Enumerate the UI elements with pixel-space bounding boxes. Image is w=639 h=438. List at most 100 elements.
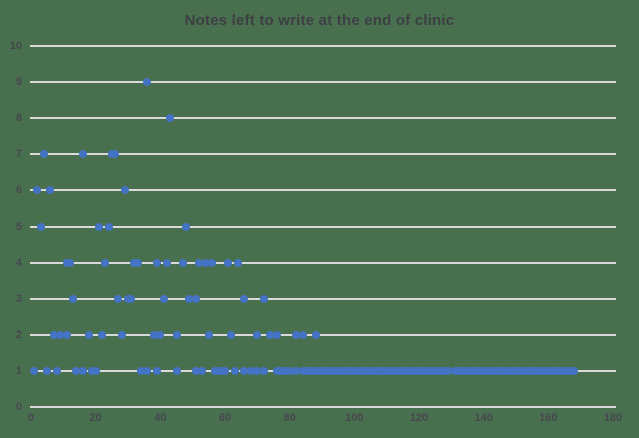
gridline [30, 297, 616, 300]
data-point [240, 294, 249, 303]
data-point [570, 366, 579, 375]
y-tick-label: 1 [15, 364, 22, 377]
data-point [56, 330, 65, 339]
x-tick-label: 0 [27, 412, 35, 424]
data-point [78, 366, 87, 375]
gridline [30, 117, 616, 120]
data-point [298, 330, 307, 339]
data-point [153, 258, 162, 267]
data-point [117, 330, 126, 339]
data-point [253, 330, 262, 339]
data-point [259, 366, 268, 375]
data-point [292, 366, 301, 375]
x-tick-label: 20 [89, 412, 102, 424]
data-point [259, 294, 268, 303]
data-point [240, 366, 249, 375]
data-point [149, 330, 158, 339]
y-tick-label: 4 [15, 256, 22, 269]
data-point [111, 150, 120, 159]
data-point [172, 366, 181, 375]
data-point [233, 258, 242, 267]
data-point [444, 366, 453, 375]
data-point [227, 330, 236, 339]
data-point [62, 330, 71, 339]
data-point [198, 366, 207, 375]
data-point [52, 366, 61, 375]
x-tick-label: 120 [409, 412, 429, 424]
data-point [127, 294, 136, 303]
data-point [72, 366, 81, 375]
x-tick-label: 40 [154, 412, 167, 424]
data-point [78, 150, 87, 159]
data-point [172, 330, 181, 339]
data-point [36, 222, 45, 231]
gridline [30, 406, 616, 408]
data-point [104, 222, 113, 231]
data-point [266, 330, 275, 339]
y-tick-label: 7 [15, 148, 22, 161]
data-point [195, 258, 204, 267]
gridline [30, 45, 616, 47]
x-tick-label: 60 [218, 412, 232, 424]
data-point [292, 330, 301, 339]
data-point [33, 186, 42, 195]
data-point [94, 222, 103, 231]
data-point [39, 150, 48, 159]
data-point [311, 330, 320, 339]
x-tick-label: 160 [539, 412, 558, 424]
data-point [253, 366, 262, 375]
data-point [204, 330, 213, 339]
y-tick-label: 10 [9, 40, 22, 52]
data-point [120, 186, 129, 195]
data-point [285, 366, 294, 375]
x-tick-label: 100 [345, 412, 364, 424]
chart-title: Notes left to write at the end of clinic [184, 12, 455, 29]
data-point [272, 330, 281, 339]
data-point [114, 294, 123, 303]
x-tick-label: 180 [603, 412, 623, 424]
data-point [46, 186, 55, 195]
data-point [230, 366, 239, 375]
y-tick-label: 9 [15, 76, 22, 89]
data-point [65, 258, 74, 267]
gridline [30, 189, 616, 192]
y-tick-label: 3 [15, 292, 22, 305]
data-point [191, 366, 200, 375]
data-point [159, 294, 168, 303]
gridline [30, 81, 616, 84]
data-point [101, 258, 110, 267]
gridline [30, 333, 616, 336]
y-tick-label: 5 [15, 220, 22, 233]
data-point [156, 330, 165, 339]
data-point [191, 294, 200, 303]
data-point [185, 294, 194, 303]
y-tick-label: 0 [15, 401, 22, 413]
y-tick-label: 6 [15, 184, 22, 197]
gridline [30, 261, 616, 264]
data-point [221, 366, 229, 375]
y-tick-label: 2 [15, 328, 22, 341]
data-point [246, 366, 255, 375]
x-tick-label: 140 [474, 412, 493, 424]
data-point [30, 366, 39, 375]
data-point [166, 114, 175, 123]
data-point [208, 258, 217, 267]
data-point [43, 366, 52, 375]
x-tick-label: 80 [283, 412, 296, 424]
data-point [182, 222, 191, 231]
data-point [143, 78, 152, 87]
y-tick-label: 8 [15, 112, 22, 125]
data-point [49, 330, 58, 339]
data-point [224, 258, 233, 267]
data-point [85, 330, 94, 339]
data-point [136, 366, 145, 375]
data-point [98, 330, 107, 339]
data-point [91, 366, 100, 375]
data-point [162, 258, 171, 267]
gridline [30, 153, 616, 156]
data-point [69, 294, 78, 303]
data-point [153, 366, 162, 375]
data-point [201, 258, 210, 267]
data-point [133, 258, 142, 267]
